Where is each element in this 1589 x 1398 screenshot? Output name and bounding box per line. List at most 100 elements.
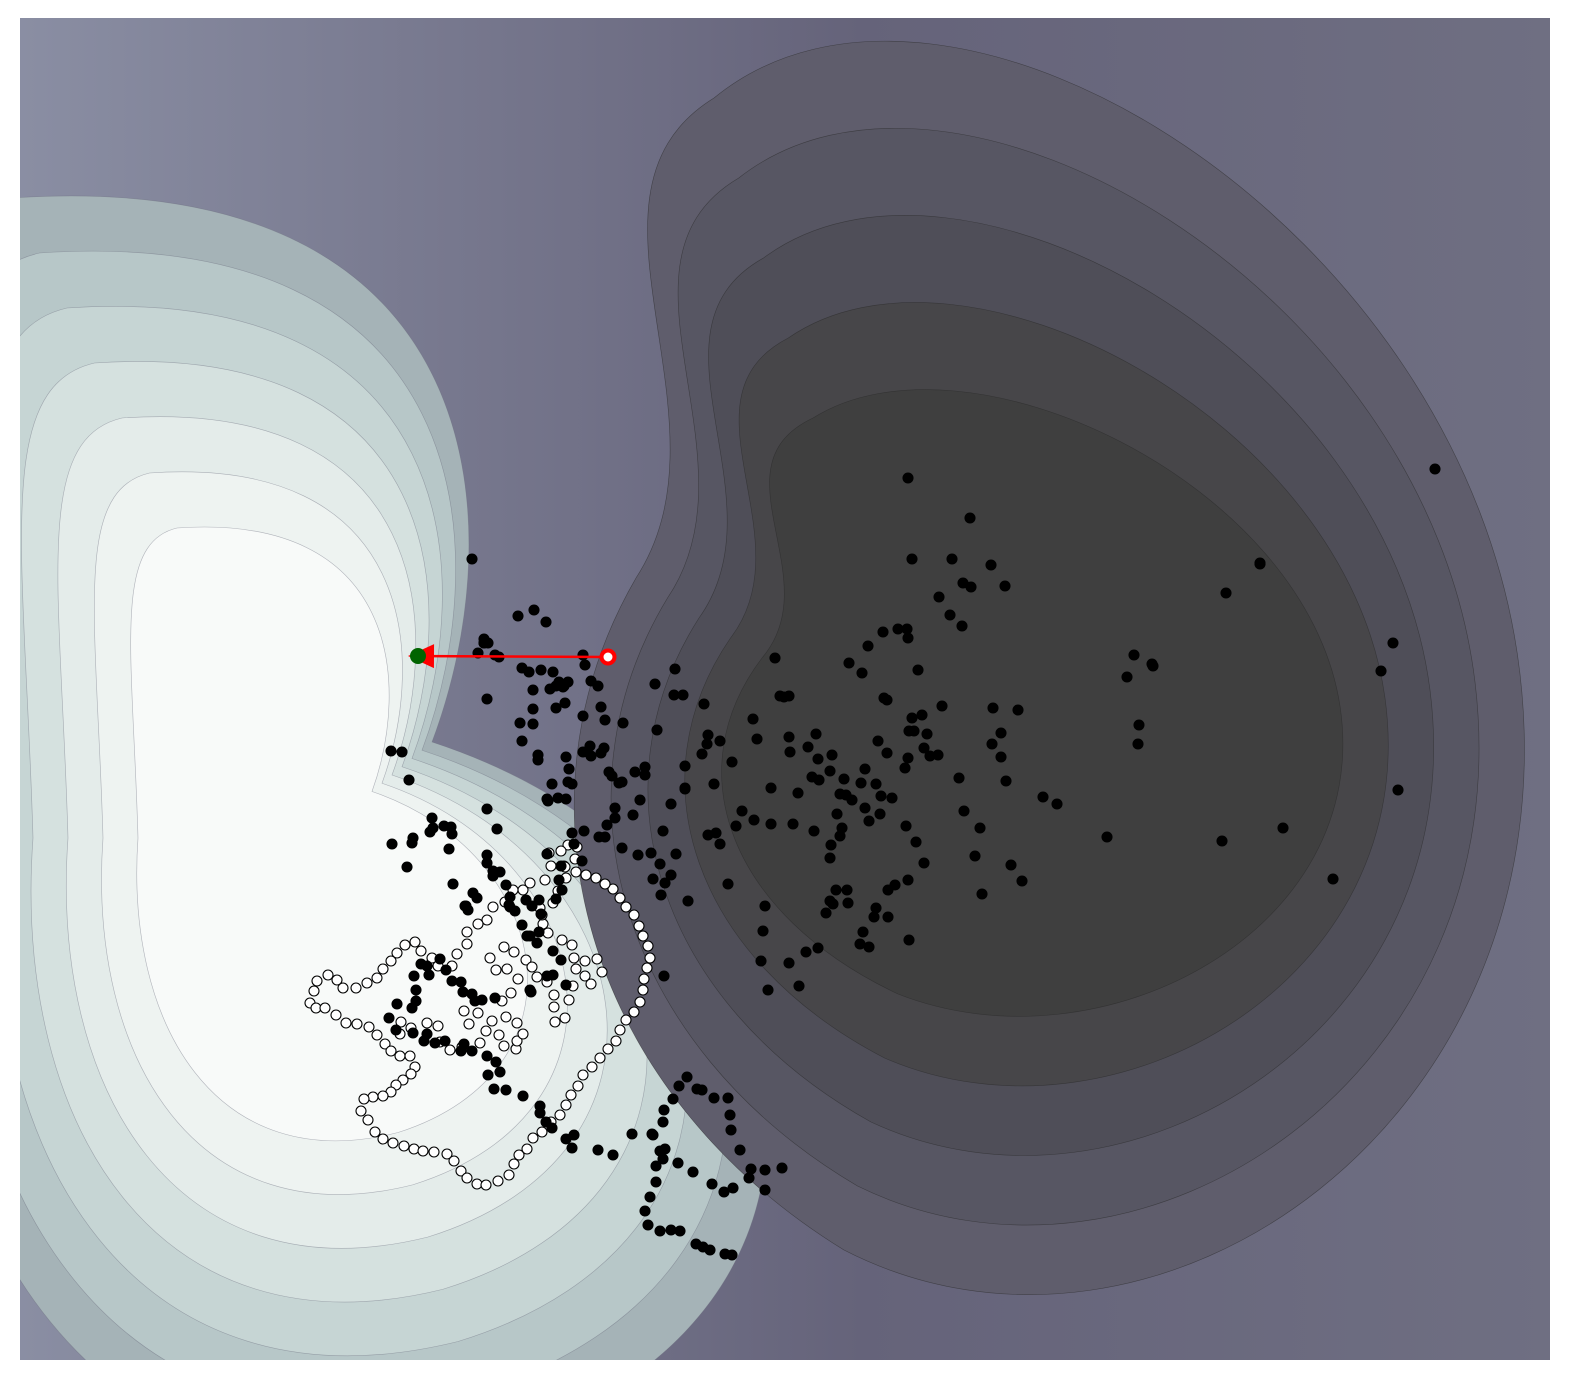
class-1-point (727, 1182, 739, 1194)
class-0-point (548, 989, 560, 1001)
class-1-point (386, 838, 398, 850)
class-1-point (550, 893, 562, 905)
class-0-point (579, 955, 591, 967)
class-1-point (726, 756, 738, 768)
class-1-point (1429, 463, 1441, 475)
class-0-point (554, 1109, 566, 1121)
class-0-point (638, 973, 650, 985)
class-1-point (626, 1128, 638, 1140)
class-1-point (481, 857, 493, 869)
class-0-point (628, 1006, 640, 1018)
class-1-point (494, 1066, 506, 1078)
class-0-point (385, 1045, 397, 1057)
class-1-point (667, 1093, 679, 1105)
class-1-point (755, 955, 767, 967)
class-1-point (423, 969, 435, 981)
class-1-point (736, 805, 748, 817)
class-1-point (708, 778, 720, 790)
class-0-point (490, 964, 502, 976)
class-1-point (916, 709, 928, 721)
class-0-point (377, 1133, 389, 1145)
class-1-point (541, 970, 553, 982)
class-1-point (482, 637, 494, 649)
class-1-point (701, 738, 713, 750)
class-0-point (521, 1143, 533, 1155)
class-0-point (500, 1011, 512, 1023)
class-1-point (714, 838, 726, 850)
class-1-point (534, 1107, 546, 1119)
class-1-point (629, 766, 641, 778)
class-1-point (627, 809, 639, 821)
class-1-point (659, 877, 671, 889)
class-0-point (580, 869, 592, 881)
class-0-point (474, 1037, 486, 1049)
class-1-point (696, 748, 708, 760)
class-1-point (657, 1116, 669, 1128)
class-1-point (759, 1184, 771, 1196)
class-1-point (1101, 831, 1113, 843)
class-1-point (687, 1166, 699, 1178)
class-1-point (546, 1122, 558, 1134)
class-1-point (765, 818, 777, 830)
class-0-point (517, 1028, 529, 1040)
class-1-point (651, 724, 663, 736)
class-1-point (446, 828, 458, 840)
class-1-point (724, 1109, 736, 1121)
class-1-point (577, 710, 589, 722)
class-1-point (491, 823, 503, 835)
class-1-point (743, 1172, 755, 1184)
counterfactual-annotation (408, 644, 617, 669)
class-1-point (863, 941, 875, 953)
class-1-points (383, 463, 1441, 1261)
class-1-point (547, 945, 559, 957)
class-0-point (311, 975, 323, 987)
class-0-point (644, 952, 656, 964)
class-1-point (528, 604, 540, 616)
class-1-point (490, 1056, 502, 1068)
class-1-point (616, 842, 628, 854)
class-1-point (634, 794, 646, 806)
class-0-point (331, 974, 343, 986)
class-1-point (642, 1219, 654, 1231)
class-1-point (592, 1144, 604, 1156)
class-0-point (513, 1149, 525, 1161)
class-1-point (407, 1027, 419, 1039)
class-1-point (406, 1002, 418, 1014)
class-0-point (363, 1021, 375, 1033)
class-0-point (560, 1099, 572, 1111)
class-1-point (902, 632, 914, 644)
class-1-point (903, 725, 915, 737)
class-0-point (480, 1179, 492, 1191)
class-0-point (484, 952, 496, 964)
class-0-points (304, 839, 656, 1191)
class-1-point (824, 852, 836, 864)
class-0-point (377, 1090, 389, 1102)
class-1-point (918, 857, 930, 869)
class-1-point (956, 620, 968, 632)
class-1-point (654, 858, 666, 870)
class-1-point (516, 919, 528, 931)
class-1-point (1000, 775, 1012, 787)
class-1-point (566, 1142, 578, 1154)
class-0-point (498, 1040, 510, 1052)
class-1-point (774, 690, 786, 702)
class-0-point (330, 1009, 342, 1021)
class-0-point (628, 909, 640, 921)
class-1-point (556, 884, 568, 896)
class-1-point (769, 652, 781, 664)
class-1-point (902, 472, 914, 484)
class-1-point (1327, 873, 1339, 885)
class-1-point (1216, 835, 1228, 847)
class-1-point (906, 553, 918, 565)
class-1-point (383, 1012, 395, 1024)
class-0-point (405, 1068, 417, 1080)
class-0-point (399, 939, 411, 951)
class-1-point (415, 958, 427, 970)
class-1-point (613, 777, 625, 789)
class-1-point (1392, 784, 1404, 796)
class-1-point (617, 717, 629, 729)
class-0-point (527, 1132, 539, 1144)
class-1-point (936, 700, 948, 712)
class-1-point (995, 751, 1007, 763)
